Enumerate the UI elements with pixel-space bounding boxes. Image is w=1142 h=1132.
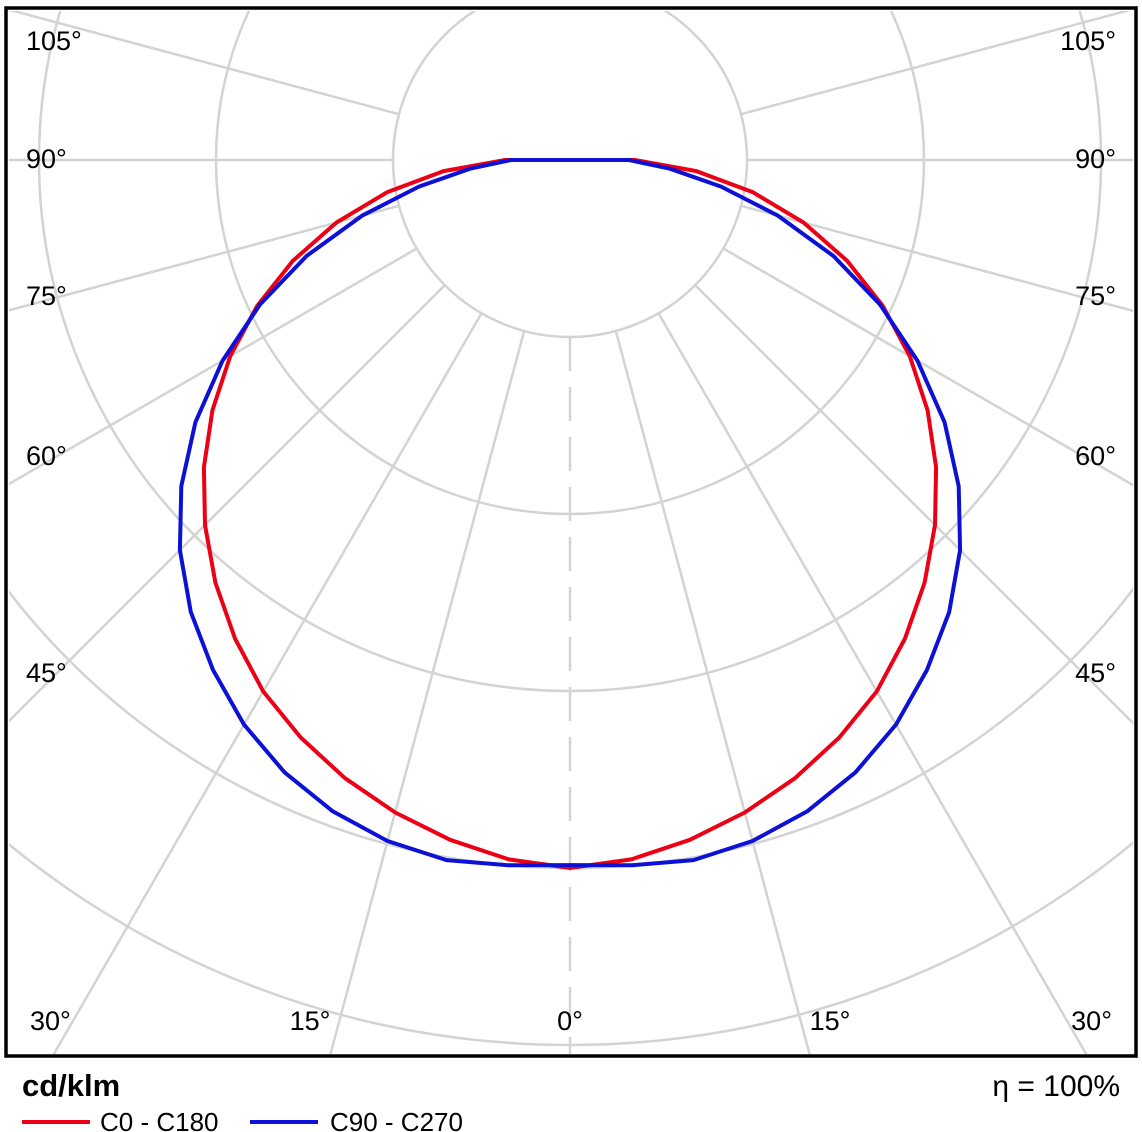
grid-radial	[740, 204, 1133, 313]
angle-label-bottom-left-15: 15°	[290, 1006, 331, 1036]
angle-label-right-60: 60°	[1075, 441, 1116, 471]
angle-label-bottom-left-30: 30°	[30, 1006, 71, 1036]
angle-label-left-75: 75°	[26, 281, 67, 311]
angle-label-right-105: 105°	[1060, 26, 1116, 56]
curve-c90-c270	[177, 158, 963, 868]
grid-radial	[9, 11, 400, 116]
grid-radial	[329, 330, 526, 1054]
grid-radial	[9, 204, 400, 312]
angle-label-bottom-0: 0°	[557, 1006, 583, 1036]
efficiency-label: η = 100%	[992, 1070, 1120, 1103]
angle-label-right-90: 90°	[1075, 144, 1116, 174]
grid-radial	[614, 330, 811, 1054]
angle-label-left-60: 60°	[26, 441, 67, 471]
unit-label: cd/klm	[22, 1068, 120, 1103]
angle-label-right-45: 45°	[1075, 658, 1116, 688]
angle-label-bottom-right-15: 15°	[810, 1006, 851, 1036]
grid-radial	[52, 312, 483, 1054]
grid-radial	[740, 11, 1131, 116]
angle-label-bottom-right-30: 30°	[1071, 1006, 1112, 1036]
grid-radial	[9, 284, 446, 723]
legend-label-c0-c180: C0 - C180	[100, 1107, 219, 1132]
plot-border	[4, 6, 1138, 1058]
grid-radial	[657, 312, 1088, 1054]
grid-radial	[694, 284, 1133, 725]
angle-label-left-45: 45°	[26, 658, 67, 688]
legend-label-c90-c270: C90 - C270	[330, 1107, 463, 1132]
curves-group	[177, 158, 963, 870]
angle-label-left-90: 90°	[26, 144, 67, 174]
angle-label-right-75: 75°	[1075, 281, 1116, 311]
angle-label-left-105: 105°	[26, 26, 82, 56]
